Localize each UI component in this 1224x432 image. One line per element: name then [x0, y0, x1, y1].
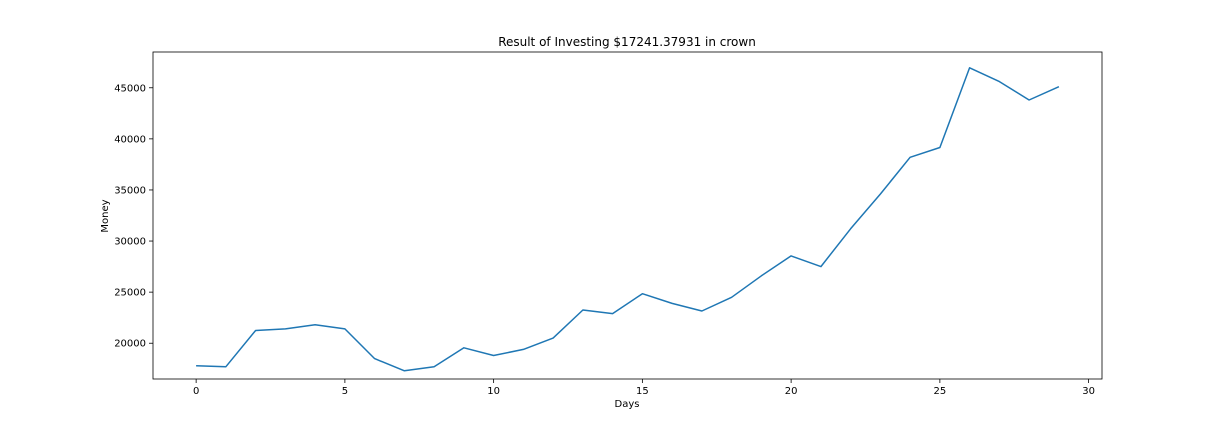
x-axis: 0 5 10 15 20 25 30 — [193, 379, 1095, 397]
x-tick-label: 30 — [1082, 386, 1095, 397]
y-tick-label: 45000 — [114, 83, 146, 94]
series-line — [196, 67, 1060, 372]
y-tick-label: 30000 — [114, 237, 146, 248]
x-tick-label: 15 — [636, 386, 649, 397]
x-tick-label: 20 — [785, 386, 798, 397]
y-tick-label: 25000 — [114, 288, 146, 299]
y-axis: 20000 25000 30000 35000 40000 45000 — [114, 83, 153, 350]
chart-title: Result of Investing $17241.37931 in crow… — [498, 35, 756, 49]
series-layer — [196, 67, 1060, 372]
x-tick-label: 25 — [933, 386, 946, 397]
x-tick-label: 10 — [487, 386, 500, 397]
y-tick-label: 20000 — [114, 339, 146, 350]
y-tick-label: 35000 — [114, 185, 146, 196]
y-tick-label: 40000 — [114, 134, 146, 145]
x-axis-label: Days — [615, 399, 640, 410]
x-tick-label: 5 — [342, 386, 348, 397]
x-tick-label: 0 — [193, 386, 199, 397]
y-axis-label: Money — [100, 199, 111, 232]
plot-area — [152, 51, 1103, 380]
plot-frame — [152, 51, 1103, 380]
